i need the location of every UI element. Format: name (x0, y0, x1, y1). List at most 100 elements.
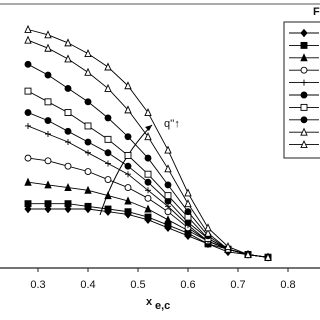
legend-marker (300, 116, 308, 124)
marker (144, 178, 152, 186)
marker (84, 98, 92, 106)
marker (224, 241, 232, 251)
marker (44, 204, 52, 214)
marker (64, 38, 72, 47)
marker (25, 122, 31, 129)
series-line (27, 39, 269, 258)
legend-title: F (313, 6, 320, 18)
x-label-sub: e,c (155, 300, 170, 312)
x-tick-label: 0.6 (180, 279, 195, 291)
marker (84, 168, 92, 175)
marker (64, 127, 72, 135)
marker (64, 54, 72, 63)
legend-marker (300, 91, 308, 99)
marker (24, 200, 32, 208)
marker (84, 67, 92, 76)
legend-marker (300, 28, 308, 38)
marker (124, 151, 132, 159)
marker (124, 162, 132, 170)
marker (264, 252, 272, 261)
marker (124, 133, 132, 141)
marker (65, 139, 71, 146)
marker (124, 184, 132, 192)
marker (104, 135, 112, 143)
marker (104, 176, 112, 184)
marker (124, 208, 132, 216)
marker (104, 191, 112, 200)
marker (24, 154, 32, 162)
marker (104, 114, 112, 122)
marker (44, 98, 52, 106)
marker (84, 49, 92, 58)
marker (104, 62, 112, 71)
legend-marker (300, 127, 308, 136)
marker (164, 164, 172, 173)
x-tick-label: 0.5 (130, 279, 145, 291)
marker (84, 202, 92, 210)
marker (244, 250, 252, 259)
marker (24, 60, 32, 68)
legend-marker (300, 66, 308, 74)
x-label: x (146, 296, 153, 308)
marker (204, 228, 212, 237)
marker (124, 81, 132, 90)
marker (164, 215, 172, 224)
marker (24, 204, 32, 214)
marker (144, 204, 152, 213)
marker (144, 154, 152, 162)
marker (184, 208, 192, 216)
marker (44, 117, 52, 125)
legend-marker (300, 103, 308, 111)
marker (84, 185, 92, 194)
legend-marker (300, 140, 308, 149)
marker (104, 149, 112, 157)
marker (44, 43, 52, 52)
legend-marker (301, 79, 307, 86)
marker (144, 132, 152, 141)
marker (144, 107, 152, 117)
x-tick-label: 0.4 (80, 279, 95, 291)
marker (164, 208, 172, 216)
marker (44, 157, 52, 165)
marker (45, 131, 51, 137)
marker (64, 162, 72, 170)
marker (144, 170, 152, 178)
marker (64, 204, 72, 214)
marker (104, 205, 112, 213)
marker (145, 187, 151, 194)
marker (24, 24, 32, 33)
marker (64, 84, 72, 92)
marker (24, 35, 32, 44)
marker (164, 192, 172, 200)
marker (144, 194, 152, 202)
marker (164, 181, 172, 189)
marker (124, 105, 132, 114)
marker (24, 87, 32, 95)
marker (204, 223, 212, 232)
marker (24, 109, 32, 117)
marker (24, 177, 32, 186)
marker (64, 183, 72, 192)
marker (125, 171, 131, 178)
marker (105, 160, 111, 167)
marker (104, 83, 112, 92)
marker (44, 200, 52, 208)
x-tick-label: 0.3 (30, 279, 45, 291)
marker (44, 180, 52, 189)
legend-marker (300, 53, 308, 62)
marker (85, 149, 91, 156)
marker (44, 30, 52, 39)
annotation-arrowhead (145, 125, 152, 131)
marker (124, 196, 132, 205)
marker (144, 213, 152, 221)
x-tick-label: 0.7 (230, 279, 245, 291)
x-tick-label: 0.8 (280, 279, 295, 291)
annotation: q''↑ (164, 118, 180, 130)
marker (184, 199, 192, 208)
marker (164, 145, 172, 154)
marker (44, 71, 52, 79)
marker (84, 122, 92, 130)
marker (64, 109, 72, 117)
